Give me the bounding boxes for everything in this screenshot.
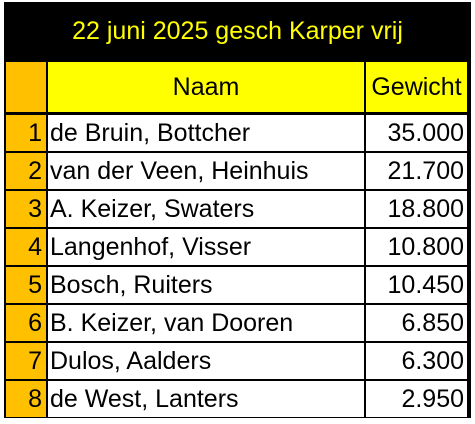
row-name: A. Keizer, Swaters	[48, 191, 364, 227]
row-rank: 8	[6, 381, 46, 417]
sheet-title: 22 juni 2025 gesch Karper vrij	[4, 2, 471, 60]
row-weight: 18.800	[366, 191, 467, 227]
row-rank: 1	[6, 115, 46, 151]
row-name: de West, Lanters	[48, 381, 364, 417]
header-weight: Gewicht	[366, 62, 467, 112]
row-rank: 7	[6, 343, 46, 379]
header-name: Naam	[48, 62, 364, 112]
row-weight: 2.950	[366, 381, 467, 417]
row-rank: 3	[6, 191, 46, 227]
row-rank: 2	[6, 153, 46, 189]
header-rank-cell	[6, 62, 46, 112]
row-name: van der Veen, Heinhuis	[48, 153, 364, 189]
row-rank: 6	[6, 305, 46, 341]
row-weight: 35.000	[366, 115, 467, 151]
row-name: Dulos, Aalders	[48, 343, 364, 379]
row-name: Langenhof, Visser	[48, 229, 364, 265]
row-rank: 5	[6, 267, 46, 303]
results-table: Naam Gewicht 1 de Bruin, Bottcher 35.000 2 v…	[4, 60, 471, 418]
results-sheet: 22 juni 2025 gesch Karper vrij Naam Gewi…	[4, 2, 471, 418]
row-weight: 6.850	[366, 305, 467, 341]
row-weight: 10.450	[366, 267, 467, 303]
row-weight: 10.800	[366, 229, 467, 265]
row-weight: 21.700	[366, 153, 467, 189]
row-name: B. Keizer, van Dooren	[48, 305, 364, 341]
row-name: Bosch, Ruiters	[48, 267, 364, 303]
row-name: de Bruin, Bottcher	[48, 115, 364, 151]
row-rank: 4	[6, 229, 46, 265]
row-weight: 6.300	[366, 343, 467, 379]
